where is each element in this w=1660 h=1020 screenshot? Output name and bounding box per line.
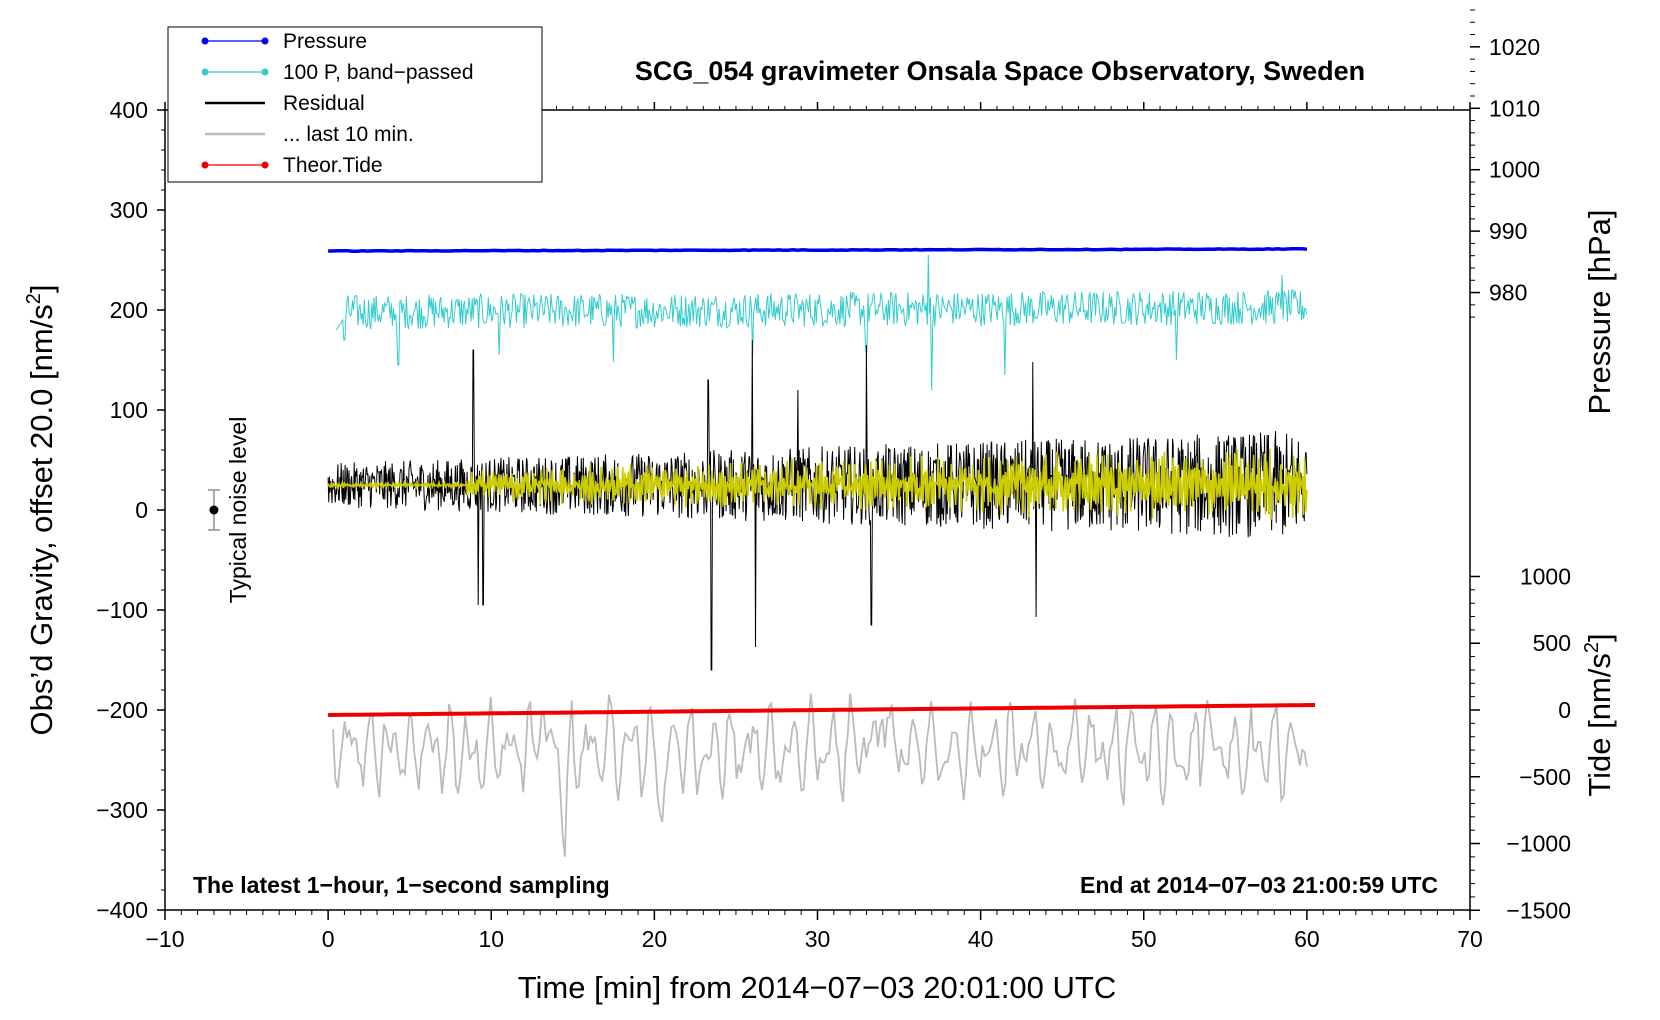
- legend: Pressure 100 P, band−passed Residual ... la…: [167, 26, 543, 183]
- tide-tick-label: −1000: [1506, 831, 1571, 857]
- y-tick-label: 200: [110, 297, 148, 323]
- legend-label: 100 P, band−passed: [283, 61, 474, 84]
- legend-items: Pressure 100 P, band−passed Residual ... la…: [201, 30, 474, 177]
- x-tick-label: 30: [805, 926, 831, 952]
- pressure-tick-label: 980: [1489, 280, 1527, 306]
- x-tick-label: 10: [478, 926, 504, 952]
- pressure-tick-label: 1020: [1489, 34, 1540, 60]
- y-left-label-sup: 2: [23, 293, 45, 304]
- legend-dot-left: [201, 37, 209, 45]
- series-pressure: [328, 247, 1308, 253]
- series-band-passed-pressure: [335, 254, 1308, 391]
- series-layer: [327, 247, 1316, 857]
- y-axis-tide-label: Tide [nm/s2]: [1581, 633, 1617, 796]
- x-tick-label: 0: [322, 926, 335, 952]
- legend-dot-right: [261, 37, 269, 45]
- noise-level-label: Typical noise level: [225, 417, 251, 604]
- legend-label: Theor.Tide: [283, 154, 383, 177]
- noise-level-marker: [207, 489, 220, 531]
- x-axis-label: Time [min] from 2014−07−03 20:01:00 UTC: [518, 970, 1117, 1005]
- y-tick-label: −400: [96, 897, 148, 923]
- tide-tick-label: 500: [1533, 630, 1571, 656]
- y-tick-label: 100: [110, 397, 148, 423]
- series-residual: [327, 339, 1308, 671]
- tide-tick-label: −500: [1519, 764, 1571, 790]
- y-left-label-end: ]: [24, 284, 59, 293]
- y-tick-label: −100: [96, 597, 148, 623]
- chart-title: SCG_054 gravimeter Onsala Space Observat…: [635, 56, 1365, 86]
- x-tick-label: 70: [1457, 926, 1483, 952]
- noise-bar-dot: [209, 505, 219, 515]
- x-tick-label: 20: [642, 926, 668, 952]
- latest-hour-annotation: The latest 1−hour, 1−second sampling: [193, 872, 610, 898]
- legend-dot-left: [201, 68, 209, 76]
- end-time-annotation: End at 2014−07−03 21:00:59 UTC: [1080, 872, 1438, 898]
- series-theoretical-tide: [328, 703, 1316, 717]
- pressure-tick-label: 1000: [1489, 157, 1540, 183]
- legend-dot-left: [201, 161, 209, 169]
- legend-label: ... last 10 min.: [283, 123, 414, 146]
- pressure-tick-label: 990: [1489, 218, 1527, 244]
- tide-label-end: ]: [1582, 633, 1617, 642]
- legend-label: Residual: [283, 92, 365, 115]
- y-tick-label: −300: [96, 797, 148, 823]
- y-axis-pressure-label: Pressure [hPa]: [1582, 209, 1617, 414]
- y-tick-label: 400: [110, 97, 148, 123]
- x-tick-label: 60: [1294, 926, 1320, 952]
- axis-ticks: −10 0 10 20 30 40 50 60 70−400−300−200−100010020…: [96, 9, 1571, 952]
- y-tick-label: 0: [135, 497, 148, 523]
- legend-box: [167, 26, 543, 183]
- y-axis-left-label: Obs’d Gravity, offset 20.0 [nm/s2]: [23, 284, 59, 735]
- x-tick-label: 40: [968, 926, 994, 952]
- y-tick-label: −200: [96, 697, 148, 723]
- tide-tick-label: −1500: [1506, 897, 1571, 923]
- tide-label-text: Tide [nm/s: [1582, 653, 1617, 797]
- tide-tick-label: 0: [1558, 697, 1571, 723]
- y-left-label-text: Obs’d Gravity, offset 20.0 [nm/s: [24, 304, 59, 735]
- tide-label-sup: 2: [1581, 642, 1603, 653]
- legend-label: Pressure: [283, 30, 367, 53]
- pressure-tick-label: 1010: [1489, 95, 1540, 121]
- tide-tick-label: 1000: [1520, 563, 1571, 589]
- x-tick-label: 50: [1131, 926, 1157, 952]
- x-tick-label: −10: [145, 926, 184, 952]
- y-tick-label: 300: [110, 197, 148, 223]
- legend-dot-right: [261, 68, 269, 76]
- series-residual-filtered: [327, 448, 1308, 521]
- legend-dot-right: [261, 161, 269, 169]
- series-last-10-min: [332, 693, 1308, 857]
